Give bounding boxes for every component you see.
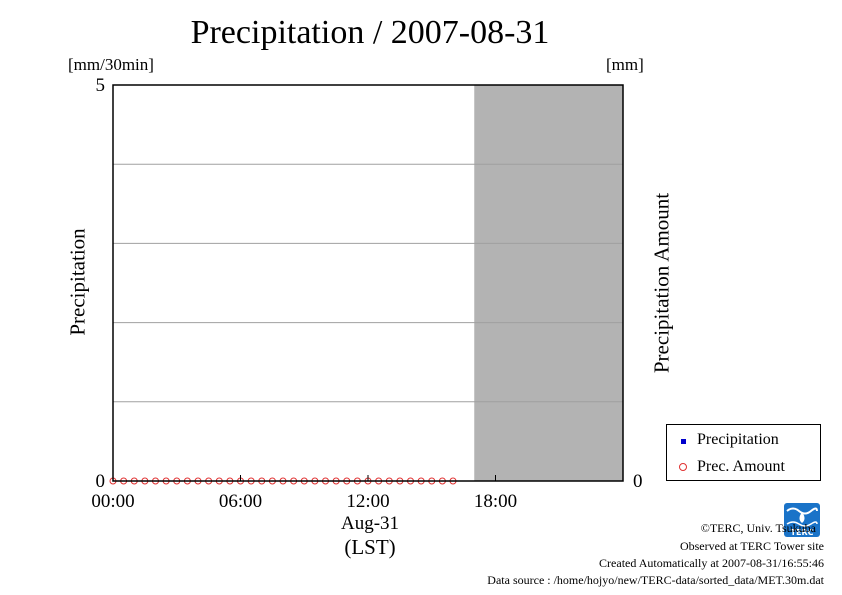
copyright-text: ©TERC, Univ. Tsukuba bbox=[700, 521, 816, 535]
legend-label: Precipitation bbox=[697, 431, 779, 448]
legend-square-marker bbox=[675, 431, 691, 449]
x-axis-timezone-label: (LST) bbox=[344, 535, 396, 559]
legend: Precipitation Prec. Amount bbox=[666, 424, 821, 481]
x-tick-label: 06:00 bbox=[219, 491, 262, 512]
legend-label: Prec. Amount bbox=[697, 458, 785, 475]
right-axis-unit: [mm] bbox=[606, 55, 644, 74]
chart-title: Precipitation / 2007-08-31 bbox=[190, 14, 550, 51]
x-tick-label: 00:00 bbox=[91, 491, 134, 512]
y-tick-label-left: 0 bbox=[96, 471, 106, 492]
no-data-region bbox=[474, 85, 623, 481]
created-text: Created Automatically at 2007-08-31/16:5… bbox=[599, 556, 824, 570]
logo-text: TERC bbox=[791, 528, 814, 537]
terc-logo-icon: TERC bbox=[784, 503, 820, 537]
legend-item-precipitation: Precipitation bbox=[675, 430, 779, 450]
y-tick-label-right: 0 bbox=[633, 471, 643, 492]
left-axis-unit: [mm/30min] bbox=[68, 55, 154, 74]
legend-circle-marker bbox=[675, 458, 691, 476]
x-tick-label: 12:00 bbox=[346, 491, 389, 512]
y-tick-label-left: 5 bbox=[96, 75, 106, 96]
legend-item-prec-amount: Prec. Amount bbox=[675, 457, 785, 477]
site-text: Observed at TERC Tower site bbox=[679, 539, 824, 553]
x-axis-date-label: Aug-31 bbox=[340, 513, 400, 534]
data-source-text: Data source : /home/hojyo/new/TERC-data/… bbox=[487, 573, 824, 587]
x-tick-label: 18:00 bbox=[474, 491, 517, 512]
